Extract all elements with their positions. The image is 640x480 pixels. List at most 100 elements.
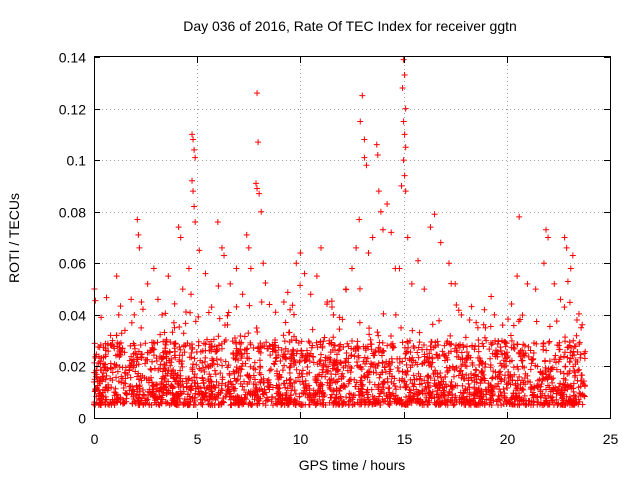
data-point [552,359,559,366]
data-point [564,370,571,377]
data-point [317,338,324,345]
data-point [353,244,360,251]
data-point [176,375,183,382]
data-point [172,340,179,347]
data-point [159,311,166,318]
data-point [100,375,107,382]
data-point [205,401,212,408]
data-point [103,396,110,403]
data-point [569,252,576,259]
data-point [212,384,219,391]
data-point [444,402,451,409]
data-point [521,375,528,382]
data-point [368,341,375,348]
data-point [191,203,198,210]
data-point [135,231,142,238]
data-point [446,340,453,347]
data-point [307,291,314,298]
data-point [431,380,438,387]
data-point [146,349,153,356]
data-point [127,383,134,390]
data-point [461,375,468,382]
data-point [281,338,288,345]
data-point [246,378,253,385]
data-point [97,367,104,374]
data-point [510,364,517,371]
data-point [303,383,310,390]
data-point [251,359,258,366]
data-point [411,376,418,383]
data-point [343,349,350,356]
data-point [374,362,381,369]
data-point [335,401,342,408]
data-point [409,354,416,361]
data-point [126,387,133,394]
data-point [337,359,344,366]
data-point [264,345,271,352]
data-point [309,398,316,405]
data-point [211,343,218,350]
data-point [177,367,184,374]
data-point [467,354,474,361]
data-point [330,334,337,341]
data-point [155,401,162,408]
data-point [327,356,334,363]
data-point [127,374,134,381]
data-point [355,354,362,361]
data-point [519,385,526,392]
data-point [425,384,432,391]
data-point [102,384,109,391]
data-point [538,381,545,388]
data-point [452,392,459,399]
data-point [407,364,414,371]
data-point [386,385,393,392]
data-point [167,339,174,346]
y-tick-label: 0.14 [59,50,86,66]
data-point [455,353,462,360]
data-point [549,386,556,393]
data-point [374,151,381,158]
data-point [330,311,337,318]
data-point [393,386,400,393]
data-point [326,399,333,406]
data-point [331,357,338,364]
data-point [192,318,199,325]
data-point [402,188,409,195]
data-point [255,139,262,146]
data-point [494,396,501,403]
data-point [514,385,521,392]
data-point [176,395,183,402]
data-point [269,384,276,391]
data-point [359,92,366,99]
data-point [233,265,240,272]
data-point [284,289,291,296]
data-point [339,401,346,408]
data-point [564,354,571,361]
y-tick-label: 0.12 [59,102,86,118]
data-point [254,402,261,409]
data-point [191,355,198,362]
data-point [373,369,380,376]
data-point [406,355,413,362]
data-point [566,402,573,409]
data-point [553,366,560,373]
data-point [112,389,119,396]
data-point [272,309,279,316]
data-point [290,311,297,318]
data-point [316,388,323,395]
data-point [439,348,446,355]
data-point [239,360,246,367]
data-point [247,374,254,381]
data-point [497,344,504,351]
data-point [226,371,233,378]
data-point [554,342,561,349]
data-point [376,374,383,381]
data-point [216,342,223,349]
data-point [195,313,202,320]
data-point [552,352,559,359]
data-point [518,386,525,393]
data-point [253,325,260,332]
data-point [414,395,421,402]
data-point [549,394,556,401]
plot-frame [94,56,611,419]
